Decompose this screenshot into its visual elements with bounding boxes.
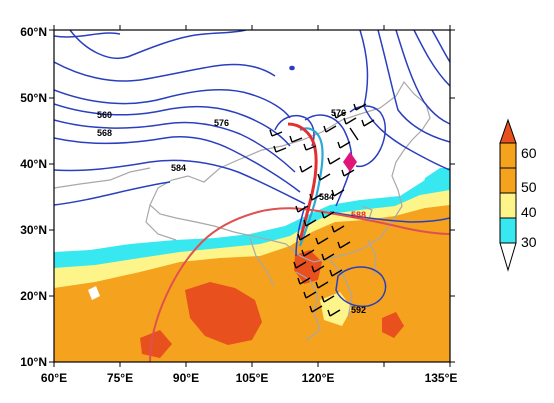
x-tick-135E: 135°E: [425, 371, 458, 385]
country-borders: [54, 80, 431, 341]
shade-red-patch-1: [185, 282, 262, 345]
wind-barbs: [269, 103, 375, 317]
location-marker: [343, 152, 357, 172]
axis-ticks: [49, 25, 455, 367]
x-tick-105E: 105°E: [236, 371, 269, 385]
contour-label-588: 588: [351, 210, 366, 220]
contour-labels: 560 568 576 576 584 584 588 592: [97, 108, 366, 315]
shade-red-patch-4: [140, 330, 172, 358]
colorbar-segment-40: [499, 192, 517, 219]
trough-line: [298, 127, 324, 247]
colorbar-label-30: 30: [521, 234, 537, 250]
x-tick-90E: 90°E: [173, 371, 199, 385]
x-tick-75E: 75°E: [107, 371, 133, 385]
x-tick-60E: 60°E: [41, 371, 67, 385]
colorbar-top-triangle: [499, 118, 517, 144]
shade-white-patch-1: [88, 286, 100, 300]
y-tick-10N: 10°N: [20, 355, 47, 369]
map-plot-area: [54, 30, 450, 362]
shear-line: [287, 122, 318, 241]
contour-label-592: 592: [351, 305, 366, 315]
x-axis-labels: 60°E 75°E 90°E 105°E 120°E 135°E: [41, 371, 457, 385]
shade-red-patch-3: [382, 312, 404, 338]
y-tick-40N: 40°N: [20, 157, 47, 171]
colorbar-label-50: 50: [521, 179, 537, 195]
y-tick-30N: 30°N: [20, 223, 47, 237]
contour-label-584-east: 584: [319, 192, 334, 202]
contour-label-560: 560: [97, 110, 112, 120]
contour-label-584-west: 584: [171, 163, 186, 173]
shading-layer: [54, 168, 450, 362]
colorbar-label-60: 60: [521, 145, 537, 161]
y-tick-60N: 60°N: [20, 25, 47, 39]
colorbar-segment-60: [499, 142, 517, 169]
geopotential-contours: [54, 30, 450, 308]
contour-label-568: 568: [97, 128, 112, 138]
contour-label-576-east: 576: [331, 108, 346, 118]
y-axis-labels: 10°N 20°N 30°N 40°N 50°N 60°N: [20, 25, 47, 369]
colorbar-label-40: 40: [521, 204, 537, 220]
y-tick-20N: 20°N: [20, 289, 47, 303]
colorbar-bottom-triangle: [499, 242, 517, 272]
contour-label-576-west: 576: [214, 118, 229, 128]
colorbar: 60 50 40 30: [499, 118, 537, 272]
x-tick-120E: 120°E: [302, 371, 335, 385]
contour-588-line: [149, 207, 450, 362]
y-tick-50N: 50°N: [20, 91, 47, 105]
colorbar-segment-50: [499, 167, 517, 194]
shade-orange-south: [54, 205, 450, 362]
colorbar-segment-30: [499, 217, 517, 244]
